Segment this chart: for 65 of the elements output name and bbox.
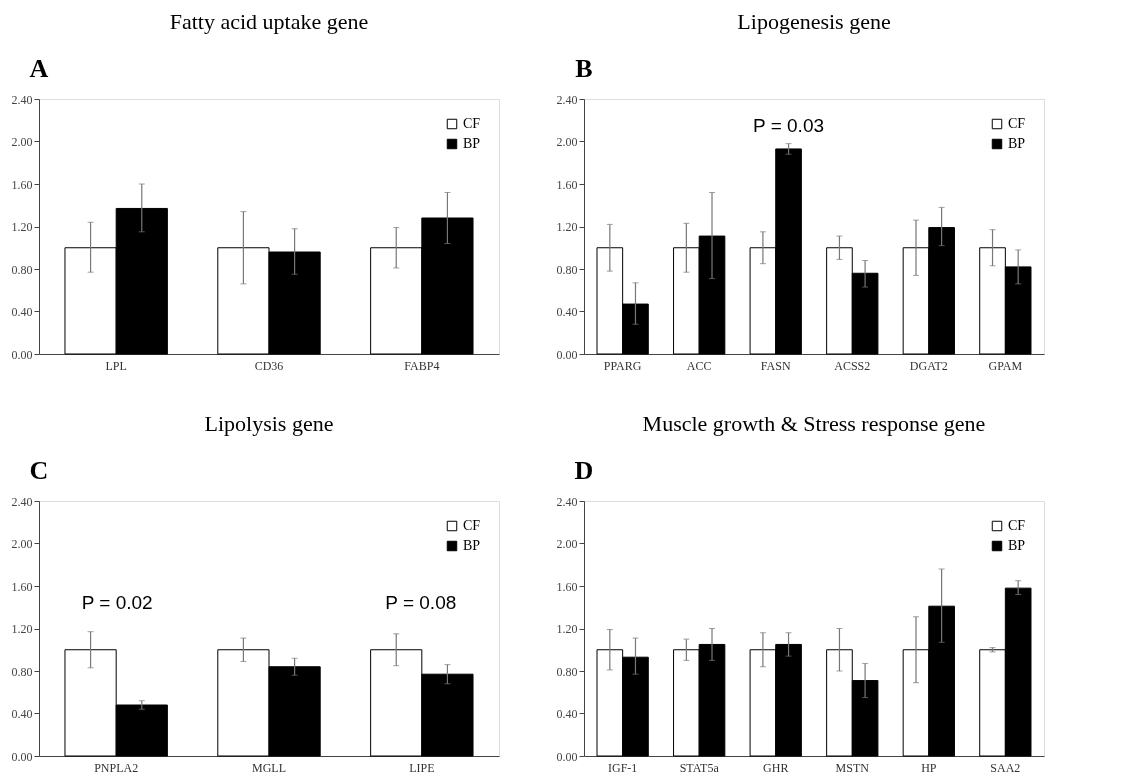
- y-tick-label: 0.00: [556, 347, 578, 362]
- annotation: P = 0.02: [81, 592, 153, 614]
- y-tick-label: 1.60: [11, 177, 33, 192]
- legend-label: CF: [1008, 518, 1026, 533]
- annotation: P = 0.03: [753, 114, 825, 136]
- x-tick-label: PNPLA2: [94, 760, 139, 775]
- text: C: [29, 456, 49, 485]
- x-tick-label: LIPE: [409, 760, 435, 775]
- y-tick-label: 2.00: [11, 135, 33, 149]
- legend-label: BP: [1008, 136, 1026, 151]
- x-tick-label: GPAM: [988, 358, 1023, 373]
- x-tick-label: PPARG: [603, 358, 642, 373]
- y-tick-label: 1.20: [556, 622, 578, 636]
- x-tick-label: HP: [921, 760, 937, 775]
- annotation: P = 0.08: [385, 592, 457, 614]
- y-tick-label: 1.20: [11, 220, 33, 234]
- text: B: [575, 54, 593, 83]
- legend-label: BP: [463, 136, 481, 151]
- y-tick-label: 0.80: [556, 664, 578, 679]
- y-tick-label: 0.00: [556, 749, 578, 764]
- y-tick-label: 2.40: [556, 494, 578, 509]
- y-tick-label: 0.80: [11, 262, 33, 277]
- y-tick-label: 2.00: [556, 537, 578, 551]
- legend-label: CF: [463, 518, 481, 533]
- y-tick-label: 2.00: [556, 135, 578, 149]
- y-tick-label: 2.40: [556, 92, 578, 107]
- x-tick-label: FASN: [760, 358, 791, 373]
- x-tick-label: LPL: [105, 358, 127, 373]
- legend-label: BP: [1008, 538, 1026, 553]
- x-tick-label: ACC: [686, 358, 712, 373]
- chart-title: Fatty acid uptake gene: [169, 9, 369, 34]
- x-tick-label: MGLL: [252, 760, 286, 775]
- y-tick-label: 0.40: [11, 707, 33, 721]
- x-tick-label: MSTN: [835, 760, 870, 775]
- chart-title: Muscle growth & Stress response gene: [642, 411, 986, 436]
- x-tick-label: IGF-1: [607, 760, 638, 775]
- y-tick-label: 1.20: [11, 622, 33, 636]
- x-tick-label: ACSS2: [834, 358, 871, 373]
- chart-title: Lipolysis gene: [204, 411, 334, 436]
- y-tick-label: 0.40: [11, 305, 33, 319]
- y-tick-label: 1.60: [556, 177, 578, 192]
- text: A: [29, 54, 49, 83]
- y-tick-label: 2.40: [11, 92, 33, 107]
- legend-label: CF: [463, 116, 481, 131]
- x-tick-label: CD36: [254, 358, 284, 373]
- y-tick-label: 1.60: [556, 579, 578, 594]
- y-tick-label: 2.00: [11, 537, 33, 551]
- x-tick-label: GHR: [763, 760, 789, 775]
- y-tick-label: 0.40: [556, 305, 578, 319]
- legend-label: BP: [463, 538, 481, 553]
- y-tick-label: 1.20: [556, 220, 578, 234]
- x-tick-label: FABP4: [404, 358, 440, 373]
- legend-label: CF: [1008, 116, 1026, 131]
- x-tick-label: SAA2: [990, 760, 1021, 775]
- x-tick-label: STAT5a: [679, 760, 720, 775]
- y-tick-label: 0.40: [556, 707, 578, 721]
- x-tick-label: DGAT2: [909, 358, 948, 373]
- y-tick-label: 0.80: [556, 262, 578, 277]
- y-tick-label: 0.00: [11, 749, 33, 764]
- y-tick-label: 2.40: [11, 494, 33, 509]
- y-tick-label: 0.00: [11, 347, 33, 362]
- text: D: [574, 456, 594, 485]
- y-tick-label: 1.60: [11, 579, 33, 594]
- y-tick-label: 0.80: [11, 664, 33, 679]
- chart-title: Lipogenesis gene: [737, 9, 891, 34]
